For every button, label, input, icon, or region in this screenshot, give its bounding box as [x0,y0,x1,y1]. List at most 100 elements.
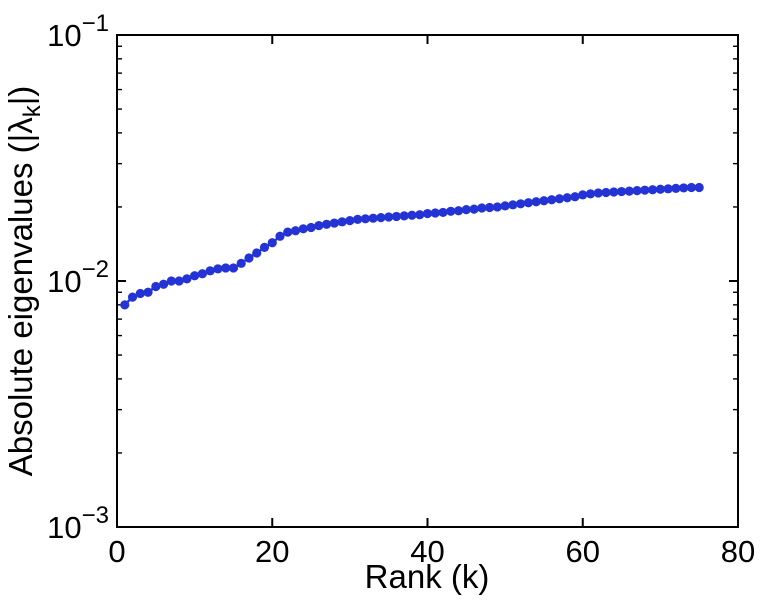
y-tick-base: 10 [47,510,81,545]
data-point [446,206,456,216]
data-point [663,184,673,194]
x-tick-label: 60 [566,534,600,569]
x-tick-label: 0 [108,534,125,569]
y-tick-exponent: −3 [82,502,109,529]
data-point [547,195,557,205]
data-point [360,214,370,224]
data-point [399,211,409,221]
data-point [632,186,642,196]
data-point [321,219,332,229]
data-point [337,217,347,227]
plot-box [116,34,739,528]
data-point [485,202,495,213]
data-point [283,227,293,237]
y-tick-exponent: −2 [82,256,109,283]
y-tick-label: 10−1 [47,10,109,53]
data-point [127,292,138,302]
data-point [422,208,433,219]
data-point [671,183,681,193]
data-point [151,281,161,292]
data-point [353,214,363,224]
data-point [345,216,355,226]
data-point [120,300,130,310]
data-point [415,210,425,220]
data-point [624,186,634,196]
data-point [158,279,169,289]
data-point [679,183,689,193]
data-point [228,263,239,273]
data-point [259,242,270,252]
data-point [648,185,658,195]
axis-ticks [116,34,739,528]
data-point [461,205,471,215]
data-point [593,188,603,198]
data-point [213,264,223,274]
data-point [523,198,534,208]
x-tick-label: 80 [721,534,755,569]
data-point [655,184,665,194]
data-point [430,208,440,218]
data-point [135,288,145,299]
data-point [453,206,464,216]
y-tick-label: 10−2 [47,256,109,299]
data-point [469,204,479,214]
data-point [376,213,386,223]
data-point [166,276,176,286]
data-point [640,185,650,195]
data-point [205,266,215,276]
data-point [314,220,324,231]
y-axis-label-prefix: Absolute eigenvalues (|λ [2,117,39,476]
data-point [516,199,526,209]
x-axis-label: Rank (k) [365,558,490,595]
data-point [275,231,285,241]
data-point [384,212,394,222]
data-point [616,186,627,197]
data-point [562,193,572,203]
data-point [531,197,541,207]
data-point [578,190,588,200]
data-point [221,263,231,273]
data-point [190,271,200,281]
data-point [554,194,565,204]
data-point [174,276,184,286]
data-point [500,201,510,211]
y-tick-base: 10 [47,264,81,299]
y-tick-exponent: −1 [82,10,109,37]
data-point [267,238,277,248]
data-point [244,253,254,263]
data-point [686,182,697,193]
data-point [585,189,596,199]
data-point [306,222,316,233]
data-point [391,211,402,222]
data-point [570,192,580,202]
data-point [197,269,207,279]
y-axis-label-suffix: |) [2,86,39,106]
data-point [601,187,611,198]
data-series [120,182,704,310]
x-tick-label: 20 [255,534,289,569]
y-axis-label-subscript: k [19,104,46,117]
x-tick-label: 40 [410,534,444,569]
data-point [477,203,487,213]
data-point [368,213,378,223]
data-point [143,287,153,297]
data-point [492,202,502,212]
data-point [329,218,339,228]
data-point [508,200,518,210]
data-point [407,210,417,220]
data-point [298,224,308,234]
data-point [438,207,448,218]
data-point [252,248,262,258]
data-point [609,187,619,197]
data-point [236,258,246,268]
y-tick-label: 10−3 [47,502,109,545]
y-axis-label: Absolute eigenvalues (|λk|) [2,86,46,477]
data-point [290,226,301,236]
data-point [539,196,549,206]
y-tick-base: 10 [47,18,81,53]
data-point [694,182,704,193]
data-point [182,274,192,284]
